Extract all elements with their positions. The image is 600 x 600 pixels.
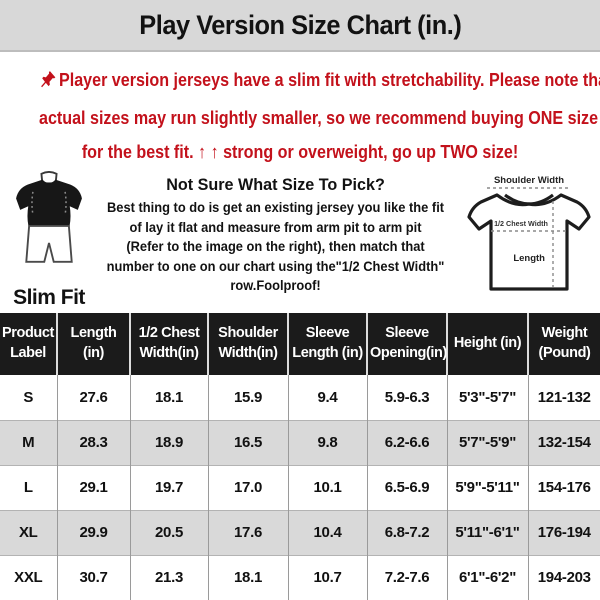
size-label-cell: M [0,419,57,465]
table-cell: 21.3 [129,554,208,600]
diagram-label-half-chest-width: 1/2 Chest Width [494,219,548,228]
table-cell: 10.1 [287,464,367,510]
col-header-sleeve-opening: Sleeve Opening(in) [366,313,447,375]
table-cell: 17.0 [207,464,288,510]
size-table: Product Label Length (in) 1/2 Chest Widt… [0,313,600,600]
fit-guide-text: Not Sure What Size To Pick? Best thing t… [92,167,459,313]
table-cell: 5.9-6.3 [366,375,447,420]
fit-guide-line: (Refer to the image on the right), then … [126,238,425,254]
table-row-xl: XL 29.9 20.5 17.6 10.4 6.8-7.2 5'11"-6'1… [0,509,600,555]
size-label-cell: XXL [0,554,57,600]
diagram-label-length: Length [513,253,545,264]
col-header-length: Length (in) [56,313,130,375]
col-header-shoulder-width: Shoulder Width(in) [207,313,288,375]
title-bar: Play Version Size Chart (in.) [0,0,600,52]
table-cell: 15.9 [207,375,288,420]
fit-guide-line: number to one on our chart using the"1/2… [106,257,445,274]
fit-guide-line: Best thing to do is get an existing jers… [106,199,445,215]
size-table-header: Product Label Length (in) 1/2 Chest Widt… [0,313,600,375]
header-row: Product Label Length (in) 1/2 Chest Widt… [0,313,600,375]
table-cell: 194-203 [527,554,600,600]
table-cell: 154-176 [527,464,600,510]
size-label-cell: XL [0,509,57,555]
table-cell: 10.7 [287,554,367,600]
fit-guide-line: row.Foolproof! [230,277,321,293]
table-cell: 6.8-7.2 [366,509,447,555]
notice-line: actual sizes may run slightly smaller, s… [39,101,600,135]
table-cell: 5'3"-5'7" [446,375,528,420]
table-row-l: L 29.1 19.7 17.0 10.1 6.5-6.9 5'9"-5'11"… [0,464,600,510]
size-table-body: S 27.6 18.1 15.9 9.4 5.9-6.3 5'3"-5'7" 1… [0,375,600,600]
table-cell: 176-194 [527,509,600,555]
table-cell: 18.1 [207,554,288,600]
fit-guide-line: of lay it flat and measure from arm pit … [129,218,422,235]
table-cell: 19.7 [129,464,208,510]
slim-fit-label: Slim Fit [13,286,85,309]
notice-line: Player version jerseys have a slim fit w… [39,63,600,101]
tshirt-diagram-icon: Shoulder Width 1/2 Chest Width Length [467,175,591,291]
table-cell: 5'9"-5'11" [446,464,528,510]
table-cell: 9.8 [287,419,367,465]
table-cell: 6.2-6.6 [366,419,447,465]
table-cell: 6'1"-6'2" [446,554,528,600]
notice-block: Player version jerseys have a slim fit w… [0,52,600,167]
slim-fit-figure-icon [6,171,92,282]
table-cell: 30.7 [56,554,130,600]
col-header-sleeve-length: Sleeve Length (in) [287,313,367,375]
table-cell: 5'11"-6'1" [446,509,528,555]
notice-text-2: actual sizes may run slightly smaller, s… [39,107,600,128]
table-cell: 132-154 [527,419,600,465]
table-cell: 17.6 [207,509,288,555]
table-cell: 5'7"-5'9" [446,419,528,465]
col-header-height: Height (in) [446,313,528,375]
pushpin-icon [39,67,57,101]
notice-text-3: for the best fit. ↑ ↑ strong or overweig… [81,141,519,162]
fit-guide-section: Slim Fit Not Sure What Size To Pick? Bes… [0,167,600,313]
diagram-label-shoulder-width: Shoulder Width [494,175,564,186]
size-label-cell: L [0,464,57,510]
slim-fit-column: Slim Fit [6,167,92,313]
table-cell: 10.4 [287,509,367,555]
table-cell: 7.2-7.6 [366,554,447,600]
table-row-xxl: XXL 30.7 21.3 18.1 10.7 7.2-7.6 6'1"-6'2… [0,554,600,600]
table-cell: 28.3 [56,419,130,465]
notice-line: for the best fit. ↑ ↑ strong or overweig… [39,135,561,169]
measurement-diagram: Shoulder Width 1/2 Chest Width Length [459,167,599,313]
table-cell: 9.4 [287,375,367,420]
table-cell: 18.1 [129,375,208,420]
col-header-weight: Weight (Pound) [527,313,600,375]
notice-text-1: Player version jerseys have a slim fit w… [59,69,600,90]
col-header-half-chest-width: 1/2 Chest Width(in) [129,313,208,375]
table-cell: 6.5-6.9 [366,464,447,510]
fit-guide-heading: Not Sure What Size To Pick? [166,175,385,194]
table-cell: 29.9 [56,509,130,555]
table-cell: 29.1 [56,464,130,510]
table-cell: 20.5 [129,509,208,555]
size-label-cell: S [23,388,34,406]
table-row-s: S 27.6 18.1 15.9 9.4 5.9-6.3 5'3"-5'7" 1… [0,375,600,420]
col-header-product-label: Product Label [0,313,57,375]
page-title: Play Version Size Chart (in.) [138,9,462,40]
table-cell: 18.9 [129,419,208,465]
table-row-m: M 28.3 18.9 16.5 9.8 6.2-6.6 5'7"-5'9" 1… [0,419,600,465]
table-cell: 121-132 [527,375,600,420]
table-cell: 27.6 [56,375,130,420]
table-cell: 16.5 [207,419,288,465]
